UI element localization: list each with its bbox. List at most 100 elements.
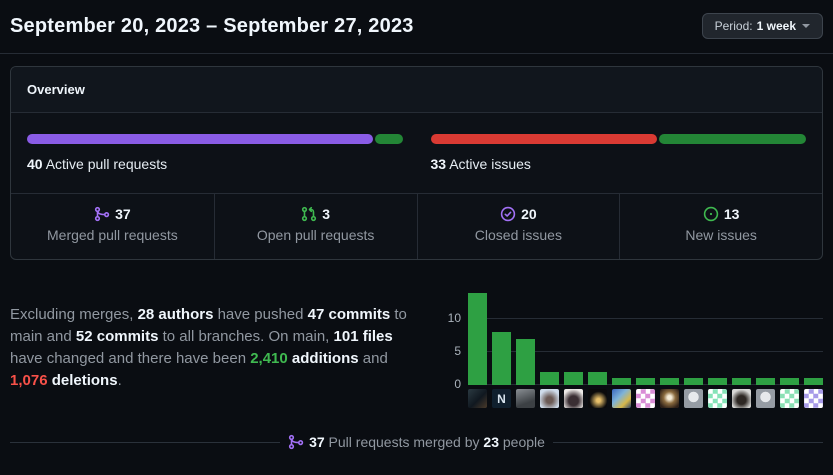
active-pull-requests-text: Active pull requests (42, 156, 168, 172)
divider-line-right (552, 441, 823, 443)
merged-pull-requests-label: Merged pull requests (47, 227, 178, 243)
new-issues-label: New issues (685, 227, 757, 243)
summary-segment: and (358, 350, 388, 367)
stat-open-pull-requests[interactable]: 3 Open pull requests (213, 194, 417, 259)
summary-segment: 47 commits (307, 306, 391, 323)
chevron-down-icon (802, 24, 810, 28)
people-count: 23 (483, 434, 499, 450)
closed-issues-segment (430, 134, 657, 144)
commit-bar-6[interactable] (588, 372, 607, 385)
period-dropdown-button[interactable]: Period: 1 week (701, 13, 823, 39)
author-avatar-13-default-octocat[interactable] (756, 389, 775, 408)
active-pull-requests-count: 40 (27, 156, 43, 172)
new-issues-count: 13 (723, 206, 740, 222)
diffstat-summary: Excluding merges, 28 authors have pushed… (10, 286, 414, 408)
commit-bar-14[interactable] (780, 378, 799, 385)
main-content: Excluding merges, 28 authors have pushed… (0, 286, 833, 408)
author-avatar-11-identicon-mint[interactable] (708, 389, 727, 408)
commit-bar-4[interactable] (540, 372, 559, 385)
y-tick-0: 0 (454, 377, 461, 391)
author-avatar-9-photo-glowing-figure[interactable] (660, 389, 679, 408)
commit-bar-15[interactable] (804, 378, 823, 385)
commit-bar-12[interactable] (732, 378, 751, 385)
active-issues-block: 33 Active issues (430, 134, 807, 172)
overview-panel: Overview 40 Active pull requests 33 Acti… (10, 66, 823, 260)
author-avatar-12-photo-woman-white-top[interactable] (732, 389, 751, 408)
commit-bar-13[interactable] (756, 378, 775, 385)
summary-segment: Excluding merges, (10, 306, 138, 323)
commit-bar-9[interactable] (660, 378, 679, 385)
git-merge-icon (94, 206, 110, 222)
commit-bar-11[interactable] (708, 378, 727, 385)
author-avatar-6-photo-night-light[interactable] (588, 389, 607, 408)
issue-closed-icon (500, 206, 516, 222)
stat-closed-issues[interactable]: 20 Closed issues (416, 194, 620, 259)
active-issues-count: 33 (430, 156, 447, 172)
chart-author-avatars: N (468, 389, 823, 408)
merged-by-divider: 37 Pull requests merged by 23 people (10, 434, 823, 450)
active-issues-label: 33 Active issues (431, 156, 807, 172)
issues-progress-bar[interactable] (430, 134, 806, 144)
merged-count: 37 (309, 434, 325, 450)
author-avatar-1-photo-person-dark[interactable] (468, 389, 487, 408)
new-issues-segment (658, 134, 806, 144)
author-avatar-14-identicon-mint[interactable] (780, 389, 799, 408)
overview-panel-header: Overview (11, 67, 822, 113)
author-avatar-7-photo-colorful-person[interactable] (612, 389, 631, 408)
git-merge-icon (288, 434, 304, 450)
stat-merged-pull-requests[interactable]: 37 Merged pull requests (11, 194, 214, 259)
pull-requests-progress-bar[interactable] (27, 134, 403, 144)
commit-bar-10[interactable] (684, 378, 703, 385)
overview-stats-row: 37 Merged pull requests 3 Open pull requ… (11, 193, 822, 259)
chart-plot-area: 0 5 10 (448, 286, 823, 391)
open-pull-requests-count: 3 (322, 206, 331, 222)
commit-bar-3[interactable] (516, 339, 535, 385)
page-header: September 20, 2023 – September 27, 2023 … (0, 0, 833, 54)
summary-segment: . (117, 372, 122, 389)
author-avatar-2-letter-n-logo[interactable]: N (492, 389, 511, 408)
summary-segment: 101 files (333, 328, 393, 345)
commit-bar-2[interactable] (492, 332, 511, 385)
summary-segment: have pushed (213, 306, 308, 323)
author-avatar-15-identicon-purple[interactable] (804, 389, 823, 408)
merged-by-text: Pull requests merged by (324, 434, 484, 450)
author-avatar-10-default-octocat[interactable] (684, 389, 703, 408)
closed-issues-count: 20 (521, 206, 537, 222)
y-tick-10: 10 (447, 311, 461, 325)
commit-bar-7[interactable] (612, 378, 631, 385)
summary-segment: 2,410 (250, 350, 288, 367)
author-avatar-5-photo-woman-dark-hair[interactable] (564, 389, 583, 408)
divider-line-left (10, 441, 281, 443)
merged-by-label: 37 Pull requests merged by 23 people (280, 434, 553, 450)
stat-new-issues[interactable]: 13 New issues (619, 194, 822, 259)
open-pull-requests-segment (374, 134, 403, 144)
summary-segment: deletions (47, 372, 118, 389)
author-avatar-4-photo-hooded-person[interactable] (540, 389, 559, 408)
page-title: September 20, 2023 – September 27, 2023 (10, 14, 414, 37)
merged-pull-requests-count: 37 (115, 206, 131, 222)
commit-bar-8[interactable] (636, 378, 655, 385)
people-text: people (498, 434, 545, 450)
git-pull-request-icon (302, 206, 317, 222)
summary-segment: to main and (10, 306, 407, 345)
overview-title: Overview (27, 82, 85, 97)
active-issues-text: Active issues (446, 156, 531, 172)
open-pull-requests-label: Open pull requests (256, 227, 375, 243)
issue-opened-icon (703, 206, 719, 222)
commit-bar-1[interactable] (468, 293, 487, 385)
period-value: 1 week (756, 19, 796, 33)
closed-issues-label: Closed issues (474, 227, 562, 243)
summary-segment: 52 commits (75, 328, 159, 345)
gridline-10 (468, 318, 823, 319)
summary-segment: have changed and there have been (10, 350, 251, 367)
commit-bar-5[interactable] (564, 372, 583, 385)
author-avatar-3-photo-grayscale-person[interactable] (516, 389, 535, 408)
gridline-5 (468, 351, 823, 352)
author-avatar-8-identicon-orchid[interactable] (636, 389, 655, 408)
period-label: Period: (714, 19, 753, 33)
summary-segment: 1,076 (10, 372, 48, 389)
summary-segment: to all branches. On main, (158, 328, 334, 345)
summary-segment: additions (287, 350, 359, 367)
active-pull-requests-block: 40 Active pull requests (27, 134, 403, 172)
active-pull-requests-label: 40 Active pull requests (27, 156, 403, 172)
